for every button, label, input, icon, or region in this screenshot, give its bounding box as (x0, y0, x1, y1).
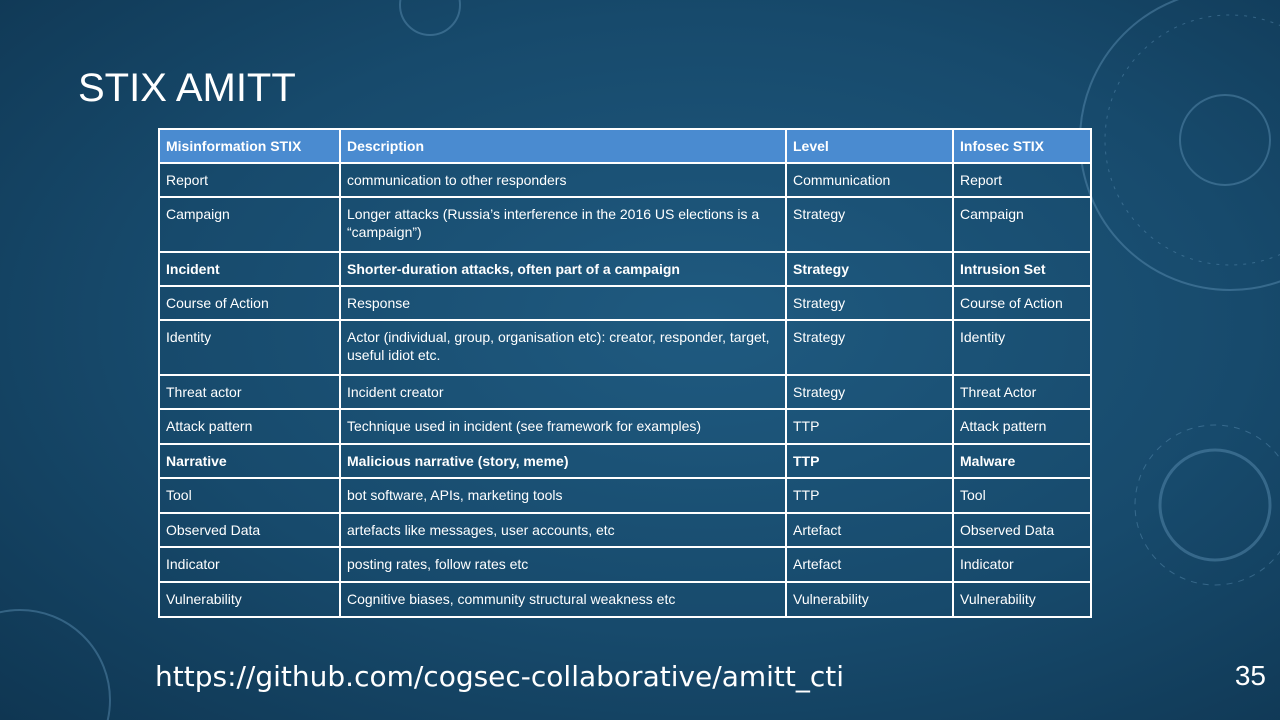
table-cell: Report (158, 162, 341, 198)
table-cell: Vulnerability (785, 581, 954, 618)
table-cell: Indicator (952, 546, 1092, 583)
table-cell: Actor (individual, group, organisation e… (339, 319, 787, 376)
table-cell: Communication (785, 162, 954, 198)
table-cell: Strategy (785, 319, 954, 376)
table-cell: Course of Action (158, 285, 341, 321)
table-cell: TTP (785, 477, 954, 514)
table-row: Vulnerability Cognitive biases, community… (158, 581, 1092, 618)
slide-number: 35 (1234, 660, 1266, 691)
table-cell: Strategy (785, 374, 954, 410)
table-row: Incident Shorter-duration attacks, often … (158, 251, 1092, 287)
table-row: Tool bot software, APIs, marketing tools T… (158, 477, 1092, 514)
table-cell: Shorter-duration attacks, often part of … (339, 251, 787, 287)
table-header: Misinformation STIX Description Level Infos… (158, 128, 1092, 164)
table-cell: Identity (952, 319, 1092, 376)
table-cell: Threat actor (158, 374, 341, 410)
table-cell: Technique used in incident (see framewor… (339, 408, 787, 445)
table-row: Campaign Longer attacks (Russia’s interfe… (158, 196, 1092, 253)
header-cell: Level (785, 128, 954, 164)
table-cell: Incident creator (339, 374, 787, 410)
slide-title: STIX AMITT (78, 66, 296, 110)
table-cell: bot software, APIs, marketing tools (339, 477, 787, 514)
table-cell: Artefact (785, 546, 954, 583)
table-cell: Malware (952, 443, 1092, 479)
table-row: Narrative Malicious narrative (story, mem… (158, 443, 1092, 479)
table-row: Identity Actor (individual, group, organi… (158, 319, 1092, 376)
table-cell: Threat Actor (952, 374, 1092, 410)
table-row: Report communication to other responders C… (158, 162, 1092, 198)
header-cell: Description (339, 128, 787, 164)
table-cell: Cognitive biases, community structural w… (339, 581, 787, 618)
table-row: Attack pattern Technique used in incident… (158, 408, 1092, 445)
table-cell: Response (339, 285, 787, 321)
table-cell: Observed Data (158, 512, 341, 548)
table-cell: Intrusion Set (952, 251, 1092, 287)
table-cell: Longer attacks (Russia’s interference in… (339, 196, 787, 253)
table-cell: Campaign (952, 196, 1092, 253)
header-cell: Infosec STIX (952, 128, 1092, 164)
table-row: Observed Data artefacts like messages, us… (158, 512, 1092, 548)
table-cell: posting rates, follow rates etc (339, 546, 787, 583)
table-cell: Malicious narrative (story, meme) (339, 443, 787, 479)
table-cell: Strategy (785, 251, 954, 287)
table-cell: Indicator (158, 546, 341, 583)
table-cell: Incident (158, 251, 341, 287)
table-cell: Vulnerability (158, 581, 341, 618)
table-cell: Tool (158, 477, 341, 514)
header-cell: Misinformation STIX (158, 128, 341, 164)
table-cell: Artefact (785, 512, 954, 548)
table-cell: artefacts like messages, user accounts, … (339, 512, 787, 548)
link-text: https://github.com/cogsec-collaborative/… (155, 660, 845, 693)
table-cell: Identity (158, 319, 341, 376)
table-row: Indicator posting rates, follow rates etc… (158, 546, 1092, 583)
table-cell: TTP (785, 408, 954, 445)
table-cell: TTP (785, 443, 954, 479)
table-cell: Strategy (785, 196, 954, 253)
table-cell: Tool (952, 477, 1092, 514)
table-cell: Narrative (158, 443, 341, 479)
table-row: Course of Action Response Strategy Course o… (158, 285, 1092, 321)
table-row: Threat actor Incident creator Strategy Thre… (158, 374, 1092, 410)
table-cell: Course of Action (952, 285, 1092, 321)
table-cell: Attack pattern (158, 408, 341, 445)
table-cell: Attack pattern (952, 408, 1092, 445)
table-cell: communication to other responders (339, 162, 787, 198)
table-cell: Observed Data (952, 512, 1092, 548)
table-cell: Vulnerability (952, 581, 1092, 618)
table-cell: Strategy (785, 285, 954, 321)
table-cell: Report (952, 162, 1092, 198)
table: Misinformation STIX Description Level Infos… (158, 128, 1092, 618)
table-cell: Campaign (158, 196, 341, 253)
